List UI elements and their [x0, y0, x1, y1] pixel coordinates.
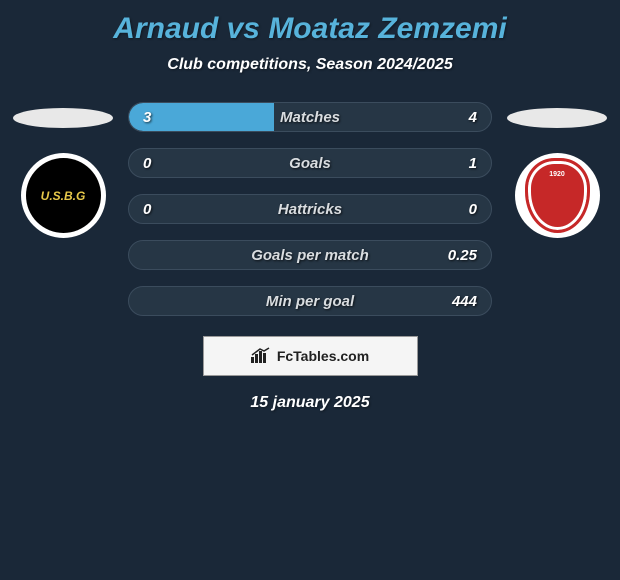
- stat-bar: Goals per match 0.25: [128, 240, 492, 270]
- stat-value-left: 0: [143, 201, 151, 218]
- page-title: Arnaud vs Moataz Zemzemi: [8, 12, 612, 46]
- left-club-logo[interactable]: U.S.B.G: [21, 153, 106, 238]
- stat-value-right: 0.25: [448, 247, 477, 264]
- right-side: [502, 102, 612, 238]
- stat-value-right: 4: [469, 109, 477, 126]
- left-side: U.S.B.G: [8, 102, 118, 238]
- right-club-badge: [525, 158, 590, 233]
- stat-label: Matches: [280, 109, 340, 126]
- left-ellipse: [13, 108, 113, 128]
- brand-link[interactable]: FcTables.com: [203, 336, 418, 376]
- body-row: U.S.B.G 3 Matches 4 0 Goals 1 0 Hattricks 0 Goals…: [8, 102, 612, 316]
- stat-bar: 0 Goals 1: [128, 148, 492, 178]
- right-ellipse: [507, 108, 607, 128]
- stat-bar: 0 Hattricks 0: [128, 194, 492, 224]
- brand-text: FcTables.com: [277, 348, 369, 364]
- stat-label: Goals: [289, 155, 331, 172]
- stat-value-right: 0: [469, 201, 477, 218]
- comparison-card: Arnaud vs Moataz Zemzemi Club competitio…: [0, 0, 620, 424]
- chart-icon: [251, 347, 271, 366]
- stat-label: Min per goal: [266, 293, 354, 310]
- page-subtitle: Club competitions, Season 2024/2025: [8, 56, 612, 74]
- right-club-logo[interactable]: [515, 153, 600, 238]
- date-label: 15 january 2025: [8, 394, 612, 412]
- stat-value-right: 444: [452, 293, 477, 310]
- stat-label: Goals per match: [251, 247, 369, 264]
- stat-label: Hattricks: [278, 201, 342, 218]
- stat-value-left: 3: [143, 109, 151, 126]
- left-club-badge: U.S.B.G: [26, 158, 101, 233]
- stat-bar: Min per goal 444: [128, 286, 492, 316]
- stat-value-right: 1: [469, 155, 477, 172]
- stats-list: 3 Matches 4 0 Goals 1 0 Hattricks 0 Goals per mat…: [128, 102, 492, 316]
- stat-bar: 3 Matches 4: [128, 102, 492, 132]
- stat-value-left: 0: [143, 155, 151, 172]
